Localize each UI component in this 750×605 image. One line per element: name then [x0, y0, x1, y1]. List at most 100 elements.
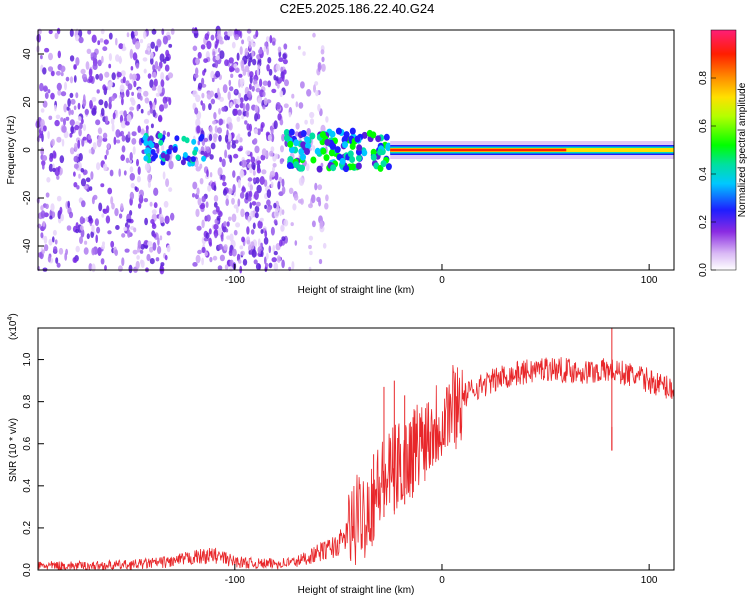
figure-title: C2E5.2025.186.22.40.G24: [280, 1, 435, 16]
noise-speck: [113, 136, 117, 145]
ridge-blob: [329, 130, 336, 138]
noise-speck: [260, 124, 264, 132]
noise-speck: [42, 85, 48, 92]
noise-speck: [40, 147, 44, 156]
ridge-blob: [288, 128, 295, 136]
noise-speck: [213, 201, 218, 208]
noise-speck: [144, 97, 150, 104]
noise-speck: [40, 55, 43, 60]
ridge-blob: [182, 152, 188, 158]
noise-speck: [58, 247, 64, 255]
noise-speck: [202, 69, 206, 76]
noise-speck: [149, 258, 155, 265]
noise-speck: [94, 218, 99, 227]
noise-speck: [241, 115, 244, 120]
noise-speck: [73, 182, 78, 188]
noise-speck: [59, 155, 65, 164]
noise-speck: [67, 98, 71, 107]
noise-speck: [50, 203, 55, 212]
noise-speck: [133, 227, 137, 233]
noise-speck: [73, 64, 77, 70]
noise-speck: [268, 245, 272, 254]
noise-speck: [272, 244, 276, 253]
noise-speck: [126, 114, 132, 123]
noise-speck: [219, 254, 225, 262]
noise-speck: [257, 97, 262, 104]
ridge-blob: [293, 139, 300, 147]
noise-speck: [161, 28, 165, 35]
noise-speck: [200, 146, 205, 153]
noise-speck: [81, 118, 84, 125]
noise-speck: [211, 77, 215, 83]
noise-speck: [54, 119, 60, 127]
noise-speck: [134, 186, 138, 191]
noise-speck: [237, 109, 242, 116]
ridge-blob: [153, 152, 158, 159]
noise-speck: [154, 60, 159, 70]
noise-speck: [247, 163, 252, 169]
noise-speck: [122, 76, 126, 84]
noise-speck: [257, 220, 263, 229]
noise-speck: [266, 189, 272, 199]
noise-speck: [60, 65, 66, 73]
noise-speck: [78, 128, 82, 137]
noise-speck: [205, 201, 209, 208]
noise-speck: [277, 113, 282, 121]
noise-speck: [64, 81, 67, 91]
ridge-blob: [157, 132, 163, 139]
noise-speck: [108, 53, 112, 62]
noise-speck: [146, 253, 151, 262]
noise-speck: [147, 73, 152, 79]
noise-speck: [54, 104, 57, 112]
noise-speck: [82, 123, 87, 132]
noise-speck: [52, 229, 57, 236]
noise-speck: [266, 64, 270, 72]
noise-speck: [97, 40, 101, 46]
noise-speck: [264, 256, 267, 265]
noise-speck: [52, 167, 56, 173]
x-tick-label: 0: [439, 275, 445, 286]
noise-speck: [83, 185, 88, 190]
noise-speck: [165, 49, 170, 57]
noise-speck: [47, 89, 51, 94]
noise-speck: [63, 103, 68, 113]
noise-speck: [56, 82, 62, 91]
noise-speck: [144, 163, 150, 171]
noise-speck: [51, 211, 56, 219]
noise-speck: [192, 45, 198, 52]
noise-speck: [239, 170, 245, 178]
noise-speck: [65, 248, 68, 256]
noise-speck: [41, 249, 45, 254]
noise-speck: [151, 86, 157, 91]
noise-speck: [48, 238, 53, 246]
noise-speck: [221, 106, 226, 112]
noise-speck: [161, 144, 165, 152]
noise-speck: [217, 265, 223, 271]
ridge-blob: [304, 136, 311, 144]
ridge-blob: [310, 156, 317, 164]
colorbar-label: Normalized spectral amplitude: [737, 82, 748, 217]
noise-speck: [308, 203, 313, 209]
noise-speck: [121, 135, 126, 142]
noise-speck: [273, 120, 278, 130]
noise-speck: [212, 120, 217, 125]
noise-speck: [214, 233, 218, 239]
noise-speck: [54, 167, 60, 177]
noise-speck: [78, 173, 81, 179]
noise-speck: [137, 88, 142, 94]
noise-speck: [311, 220, 316, 228]
noise-speck: [239, 97, 244, 104]
noise-speck: [154, 45, 159, 52]
noise-speck: [271, 257, 277, 263]
noise-speck: [204, 33, 209, 41]
noise-speck: [262, 105, 266, 110]
noise-speck: [264, 204, 267, 210]
noise-speck: [118, 265, 123, 272]
noise-speck: [65, 76, 70, 82]
ridge-blob: [175, 154, 181, 161]
noise-speck: [251, 85, 255, 92]
noise-speck: [164, 56, 170, 62]
ridge-blob: [300, 130, 307, 137]
noise-speck: [157, 85, 163, 94]
noise-speck: [268, 68, 273, 76]
